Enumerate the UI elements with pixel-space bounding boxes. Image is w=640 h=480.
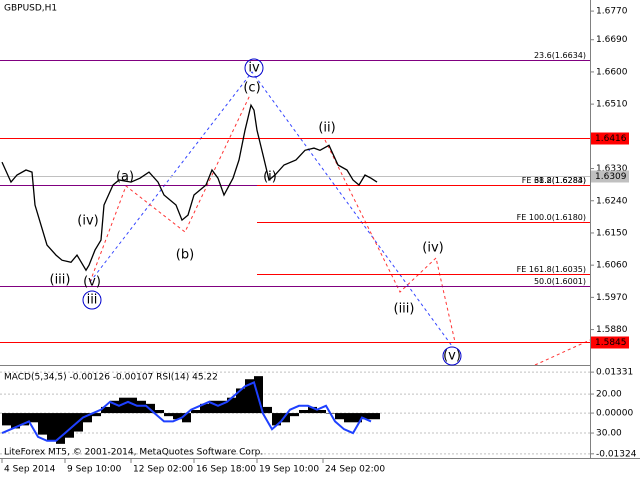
y-tick-label: 1.6510 (596, 100, 628, 110)
y-tick-label: 1.5880 (596, 325, 628, 335)
x-tick-label: 19 Sep 10:00 (259, 465, 319, 475)
wave-label: (v) (83, 275, 101, 290)
macd-bar (173, 413, 182, 420)
macd-bar (65, 413, 74, 438)
macd-bar (290, 413, 299, 417)
macd-bar (56, 413, 65, 444)
wave-circle (82, 290, 102, 310)
wave-label: (c) (243, 81, 260, 96)
red-projection-line (534, 339, 591, 366)
macd-bar (47, 413, 56, 441)
macd-bar (155, 410, 164, 414)
y-tick-label: 1.6150 (596, 228, 628, 238)
indicator-title: MACD(5,34,5) -0.00126 -0.00107 RSI(14) 4… (4, 373, 218, 383)
macd-bar (101, 406, 110, 414)
wave-label: iv (248, 61, 260, 76)
y-tick-label: 1.6770 (596, 7, 628, 17)
price-line (1, 103, 378, 272)
wave-label: (v) (443, 349, 461, 364)
wave-circle (442, 346, 462, 366)
y-tick-label: 0.01331 (596, 368, 633, 378)
y2-tick-label: 30.00 (596, 429, 622, 439)
macd-bar (128, 397, 137, 414)
macd-bar (281, 413, 290, 423)
macd-bar (218, 400, 227, 414)
red-wave-line (89, 94, 251, 283)
macd-bar (164, 413, 173, 417)
y-tick-label: 1.6240 (596, 196, 628, 206)
macd-bar (191, 410, 200, 414)
wave-label: (iv) (77, 214, 98, 229)
macd-bar (20, 413, 29, 426)
macd-bar (200, 403, 209, 414)
wave-label: (iv) (422, 241, 443, 256)
level-label: FE 100.0(1.6180) (517, 213, 586, 222)
macd-bar (119, 397, 128, 414)
price-box (591, 336, 629, 349)
blue-wave-line (89, 71, 453, 347)
macd-bar (236, 388, 245, 414)
rsi-line (1, 381, 372, 442)
y-tick-label: -0.01324 (596, 449, 637, 459)
wave-label: (iii) (50, 273, 71, 288)
macd-bar (371, 413, 380, 420)
wave-label: (iii) (394, 302, 415, 317)
level-label: 50.0(1.6001) (534, 277, 586, 286)
y-tick-label: 1.6600 (596, 67, 628, 77)
y-tick-label: 1.6060 (596, 261, 628, 271)
level-label: FE 161.8(1.6035) (517, 265, 586, 274)
macd-bar (362, 413, 371, 420)
x-tick-label: 4 Sep 2014 (4, 465, 56, 475)
wave-label: (ii) (318, 121, 335, 136)
macd-bar (38, 413, 47, 435)
macd-bar (263, 406, 272, 414)
macd-bar (11, 413, 20, 429)
macd-bar (2, 413, 11, 426)
wave-label: (i) (263, 170, 277, 185)
macd-bar (29, 413, 38, 423)
price-box-label: 1.6416 (595, 134, 627, 144)
level-label: FE 61.8(1.6283) (522, 176, 586, 185)
macd-bar (344, 413, 353, 423)
y-tick-label: 1.5970 (596, 293, 628, 303)
wave-label: (b) (176, 248, 194, 263)
macd-bar (227, 397, 236, 414)
y-tick-label: 1.6690 (596, 35, 628, 45)
y2-tick-label: 20.00 (596, 390, 622, 400)
macd-bar (182, 413, 191, 423)
macd-bar (92, 413, 101, 417)
level-label: 23.6(1.6634) (534, 51, 586, 60)
macd-bar (272, 413, 281, 426)
level-label: 38.2(1.6284) (534, 176, 586, 185)
x-tick-label: 12 Sep 02:00 (133, 465, 193, 475)
price-box (591, 170, 629, 183)
wave-label: iii (87, 293, 98, 308)
x-tick-label: 9 Sep 10:00 (67, 465, 122, 475)
x-tick-label: 24 Sep 02:00 (325, 465, 385, 475)
macd-bar (83, 413, 92, 423)
chart-title: GBPUSD,H1 (4, 4, 57, 14)
macd-bar (299, 410, 308, 414)
x-tick-label: 16 Sep 18:00 (196, 465, 256, 475)
macd-bar (209, 400, 218, 414)
macd-bar (137, 400, 146, 414)
macd-bar (245, 379, 254, 414)
y-tick-label: 0.00000 (596, 409, 633, 419)
price-box (591, 132, 629, 145)
macd-bar (317, 410, 326, 414)
price-box-label: 1.6309 (595, 172, 627, 182)
wave-label: (a) (116, 170, 134, 185)
macd-bar (353, 413, 362, 423)
price-box-label: 1.5845 (595, 338, 627, 348)
wave-circle (244, 58, 264, 78)
copyright: LiteForex MT5, © 2001-2014, MetaQuotes S… (4, 448, 263, 458)
macd-bar (110, 400, 119, 414)
macd-bar (335, 413, 344, 420)
y-tick-label: 1.6330 (596, 164, 628, 174)
macd-bar (308, 406, 317, 414)
